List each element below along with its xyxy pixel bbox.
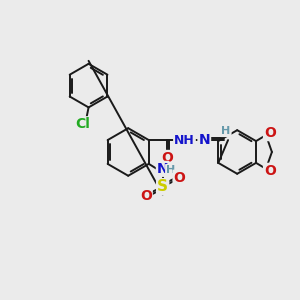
Text: N: N — [199, 133, 210, 147]
Text: Cl: Cl — [75, 117, 90, 131]
Text: O: O — [264, 164, 276, 178]
Text: H: H — [166, 165, 175, 175]
Text: O: O — [140, 189, 152, 202]
Text: O: O — [174, 171, 185, 185]
Text: H: H — [221, 126, 231, 136]
Text: NH: NH — [174, 134, 195, 147]
Text: N: N — [157, 162, 169, 176]
Text: O: O — [162, 151, 174, 165]
Text: S: S — [157, 179, 168, 194]
Text: O: O — [264, 126, 276, 140]
